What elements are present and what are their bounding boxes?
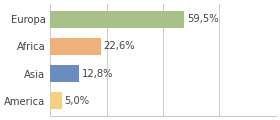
- Bar: [50, 65, 79, 82]
- Bar: [50, 92, 62, 109]
- Text: 59,5%: 59,5%: [187, 14, 218, 24]
- Bar: [50, 11, 185, 28]
- Text: 12,8%: 12,8%: [81, 69, 113, 79]
- Bar: [50, 38, 101, 55]
- Text: 22,6%: 22,6%: [104, 41, 135, 51]
- Text: 5,0%: 5,0%: [64, 96, 89, 106]
